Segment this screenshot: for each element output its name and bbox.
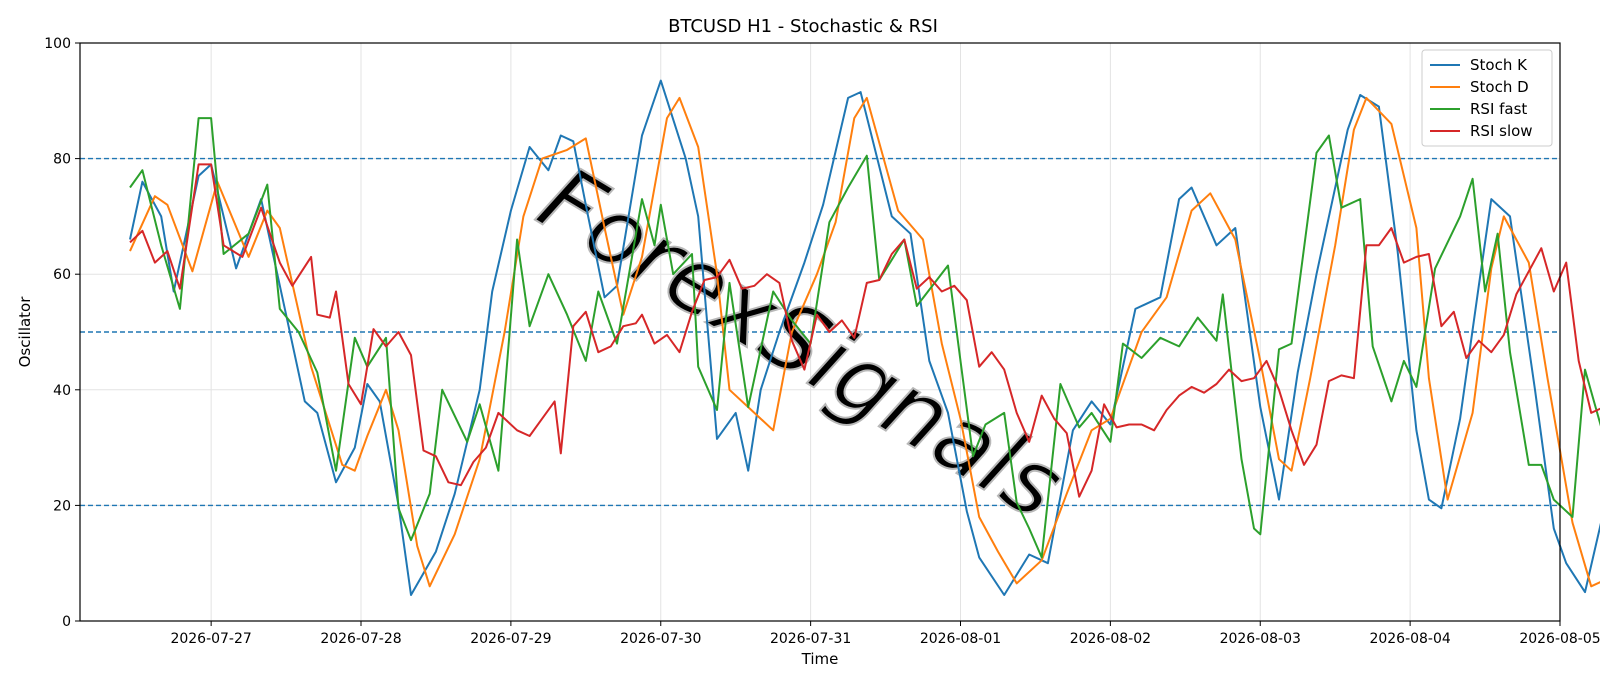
y-tick-label: 60: [53, 267, 71, 283]
chart-title: BTCUSD H1 - Stochastic & RSI: [668, 16, 938, 37]
y-tick-label: 100: [44, 36, 71, 52]
x-tick-label: 2026-07-29: [470, 631, 551, 647]
plot-frame: [79, 42, 1561, 622]
legend: Stoch K Stoch D RSI fast RSI slow: [1421, 49, 1553, 147]
legend-label: Stoch D: [1470, 78, 1529, 96]
series-line-stoch-d: [129, 96, 1600, 588]
x-tick-label: 2026-08-05: [1519, 631, 1600, 647]
x-tick-label: 2026-07-27: [170, 631, 251, 647]
x-tick-label: 2026-08-03: [1220, 631, 1301, 647]
x-tick-label: 2026-08-02: [1070, 631, 1151, 647]
x-tick-label: 2026-08-01: [920, 631, 1001, 647]
x-axis-label: Time: [801, 650, 839, 668]
series-lines: [129, 79, 1600, 596]
x-tick-label: 2026-07-31: [770, 631, 851, 647]
y-axis-ticks: 0 20 40 60 80 100: [44, 36, 80, 630]
x-tick-label: 2026-07-28: [320, 631, 401, 647]
legend-label: RSI fast: [1470, 100, 1527, 118]
y-tick-label: 0: [62, 614, 71, 630]
y-axis-label: Oscillator: [16, 296, 34, 368]
reference-lines: [80, 157, 1560, 507]
y-tick-label: 20: [53, 498, 71, 514]
x-axis-ticks: 2026-07-27 2026-07-28 2026-07-29 2026-07-30…: [170, 621, 1600, 647]
legend-box: [1421, 49, 1553, 147]
series-line-rsi-fast: [129, 117, 1600, 559]
y-tick-label: 80: [53, 152, 71, 168]
x-tick-label: 2026-07-30: [620, 631, 701, 647]
legend-label: RSI slow: [1470, 122, 1533, 140]
x-tick-label: 2026-08-04: [1369, 631, 1450, 647]
y-tick-label: 40: [53, 383, 71, 399]
series-line-rsi-slow: [129, 163, 1600, 498]
series-line-stoch-k: [129, 79, 1600, 596]
legend-label: Stoch K: [1470, 56, 1528, 74]
